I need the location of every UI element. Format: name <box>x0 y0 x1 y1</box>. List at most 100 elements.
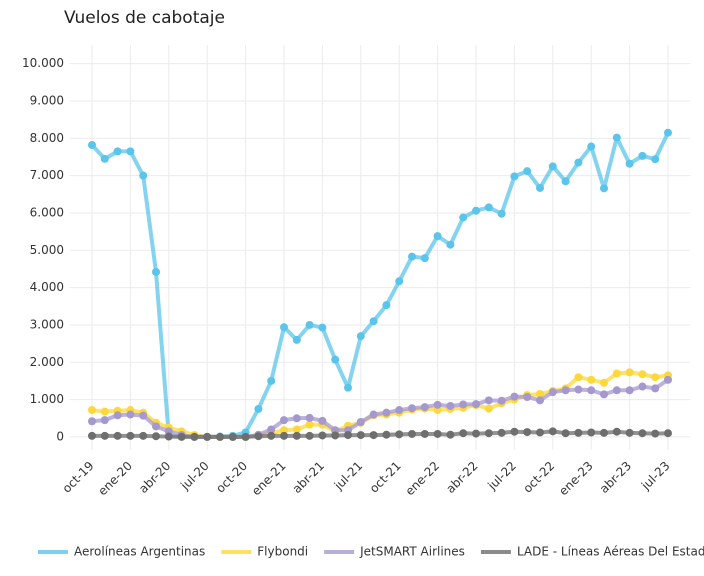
data-point <box>484 396 493 405</box>
data-point <box>216 432 224 441</box>
data-point <box>587 428 596 437</box>
data-point <box>484 429 493 438</box>
data-point <box>280 323 288 332</box>
data-point <box>280 431 288 440</box>
data-point <box>561 429 570 438</box>
data-point <box>190 432 199 441</box>
data-point <box>625 368 634 377</box>
data-point <box>113 411 122 420</box>
data-point <box>305 320 314 329</box>
data-point <box>459 213 468 222</box>
data-point <box>612 369 621 378</box>
data-point <box>651 384 660 393</box>
data-point <box>510 172 519 181</box>
data-point <box>561 177 570 186</box>
x-tick-label: ene-21 <box>249 459 289 499</box>
data-point <box>305 413 314 422</box>
data-point <box>497 209 506 218</box>
data-point <box>305 420 314 429</box>
data-point <box>472 429 480 438</box>
data-point <box>484 404 493 413</box>
y-tick-label: 1.000 <box>30 392 64 406</box>
data-point <box>459 429 468 438</box>
data-point <box>344 383 352 392</box>
data-point <box>267 425 276 434</box>
data-point <box>344 431 352 440</box>
data-point <box>203 432 212 441</box>
data-point <box>408 429 416 438</box>
data-point <box>356 431 365 440</box>
data-point <box>446 430 455 439</box>
data-point <box>420 403 429 412</box>
data-point <box>651 155 660 164</box>
data-point <box>254 404 263 413</box>
data-point <box>536 390 544 399</box>
data-point <box>267 376 276 385</box>
legend-label: LADE - Líneas Aéreas Del Estado <box>517 545 704 559</box>
y-tick-label: 9.000 <box>30 93 64 107</box>
x-tick-label: abr-20 <box>136 459 173 496</box>
data-point <box>382 301 391 310</box>
grid <box>70 45 690 450</box>
data-point <box>395 406 404 415</box>
x-tick-label: abr-23 <box>597 459 634 496</box>
data-point <box>446 401 455 410</box>
data-point <box>600 390 608 399</box>
x-tick-label: abr-21 <box>290 459 327 496</box>
data-point <box>600 184 608 193</box>
data-point <box>497 428 506 437</box>
data-point <box>420 254 429 263</box>
y-tick-label: 5.000 <box>30 243 64 257</box>
data-point <box>228 432 237 441</box>
data-point <box>100 431 109 440</box>
y-tick-label: 7.000 <box>30 168 64 182</box>
data-point <box>433 429 442 438</box>
data-point <box>126 431 135 440</box>
data-point <box>139 411 148 420</box>
data-point <box>318 416 327 425</box>
data-point <box>382 430 391 439</box>
data-point <box>600 428 608 437</box>
data-point <box>100 416 109 425</box>
data-point <box>638 370 647 379</box>
legend-label: Flybondi <box>257 545 308 559</box>
data-point <box>292 425 301 434</box>
data-point <box>318 323 327 332</box>
series-line <box>92 429 669 439</box>
y-tick-label: 3.000 <box>30 317 64 331</box>
data-point <box>587 386 596 395</box>
data-point <box>433 400 442 409</box>
data-point <box>510 392 519 401</box>
legend-label: JetSMART Airlines <box>359 545 465 559</box>
data-point <box>100 407 109 416</box>
data-point <box>280 426 288 435</box>
data-point <box>88 141 96 150</box>
data-point <box>638 151 647 160</box>
x-tick-label: jul-23 <box>638 459 673 494</box>
data-point <box>625 386 634 395</box>
data-point <box>574 373 583 382</box>
data-point <box>548 388 557 397</box>
series <box>88 427 672 441</box>
data-point <box>254 432 263 441</box>
data-point <box>152 422 160 431</box>
data-point <box>561 386 570 395</box>
data-point <box>638 429 647 438</box>
data-point <box>331 431 340 440</box>
data-point <box>139 431 148 440</box>
x-tick-label: oct-22 <box>520 459 557 496</box>
y-tick-label: 2.000 <box>30 355 64 369</box>
data-point <box>177 432 186 441</box>
data-point <box>356 418 365 427</box>
x-tick-label: oct-21 <box>367 459 404 496</box>
data-point <box>523 428 532 437</box>
data-point <box>625 428 634 437</box>
y-tick-label: 6.000 <box>30 205 64 219</box>
legend-label: Aerolíneas Argentinas <box>74 545 205 559</box>
data-point <box>164 432 173 441</box>
data-point <box>292 335 301 344</box>
data-point <box>369 431 378 440</box>
x-tick-label: ene-22 <box>403 459 443 499</box>
data-point <box>331 355 340 364</box>
